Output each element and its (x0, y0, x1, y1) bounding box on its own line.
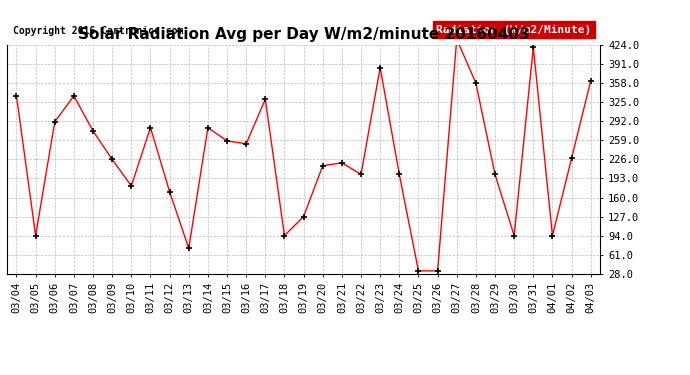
Text: Radiation (W/m2/Minute): Radiation (W/m2/Minute) (436, 25, 591, 35)
Text: Copyright 2016 Cartronics.com: Copyright 2016 Cartronics.com (13, 26, 184, 36)
Title: Solar Radiation Avg per Day W/m2/minute 20160403: Solar Radiation Avg per Day W/m2/minute … (78, 27, 529, 42)
